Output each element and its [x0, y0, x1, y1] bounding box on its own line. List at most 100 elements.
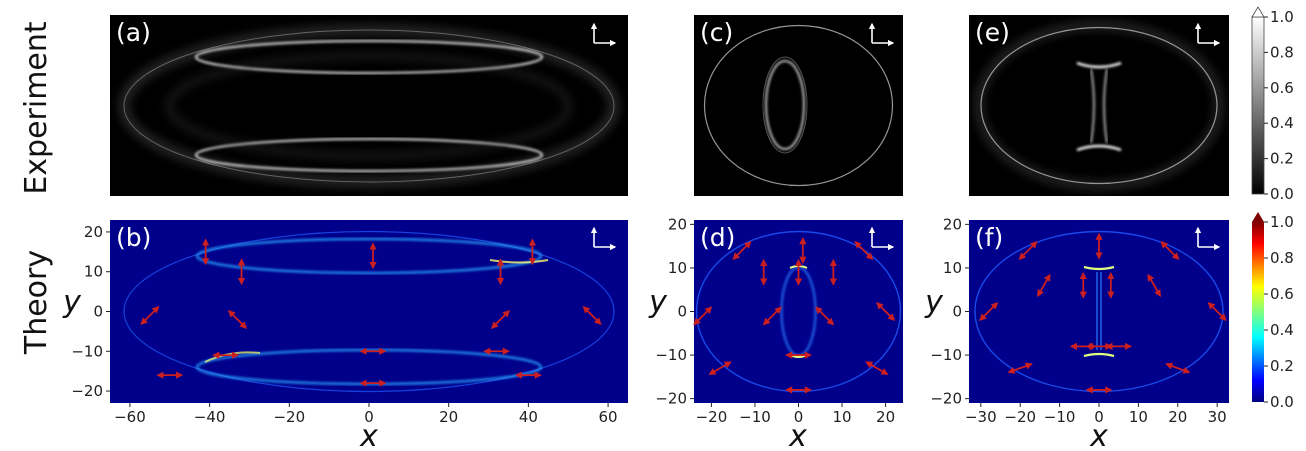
x-tick-label: −60 [114, 408, 146, 426]
y-tick-label: 20 [84, 223, 103, 241]
y-tick-label: −10 [930, 346, 962, 364]
x-tick-label: 0 [794, 408, 804, 426]
panel-c: (c) [694, 15, 903, 196]
polarization-arrow [140, 305, 160, 325]
x-tick-label: −30 [965, 408, 997, 426]
y-tick-label: 10 [84, 263, 103, 281]
y-axis-label: y [924, 285, 944, 320]
polarization-arrow [1165, 362, 1191, 374]
polarization-arrow [490, 309, 510, 329]
y-tick-label: 0 [93, 303, 103, 321]
y-tick-label: 20 [668, 215, 687, 233]
panel-c-image [703, 24, 894, 187]
polarization-arrow [762, 306, 782, 326]
polarization-arrow [732, 240, 752, 261]
colorbar-tick-label: 1.0 [1270, 8, 1294, 26]
x-tick-label: 20 [439, 408, 458, 426]
polarization-arrows [979, 232, 1227, 394]
polarization-arrow [1147, 273, 1161, 297]
polarization-arrow [582, 305, 602, 325]
colorbar-tick-label: 0.2 [1270, 150, 1294, 168]
x-tick-label: 20 [1168, 408, 1187, 426]
polarization-arrow [693, 306, 713, 326]
axes-indicator-icon [590, 22, 617, 47]
polarization-arrow [876, 301, 896, 322]
x-tick-label: 30 [1208, 408, 1227, 426]
panel-letter-c: (c) [700, 18, 733, 47]
x-tick-label: 20 [876, 408, 895, 426]
x-tick-label: 10 [832, 408, 851, 426]
polarization-arrow [1037, 273, 1051, 297]
colorbar-tick-label: 0.6 [1270, 285, 1294, 303]
colorbar-tick-label: 0.4 [1270, 321, 1294, 339]
panel-e: (e) [969, 15, 1229, 196]
y-tick-label: −20 [655, 390, 687, 408]
polarization-arrow [228, 309, 248, 329]
x-tick-label: −10 [1044, 408, 1076, 426]
polarization-arrow [1160, 240, 1180, 261]
x-tick-label: 60 [599, 408, 618, 426]
polarization-arrows [140, 238, 602, 387]
x-tick-label: −20 [273, 408, 305, 426]
y-axis-label: y [62, 285, 82, 320]
y-tick-label: −10 [655, 346, 687, 364]
polarization-arrow [979, 301, 999, 322]
colorbar-tick-label: 0.0 [1270, 185, 1294, 203]
x-tick-label: 0 [1094, 408, 1104, 426]
colorbar-tick-label: 0.4 [1270, 114, 1294, 132]
x-tick-label: 10 [1129, 408, 1148, 426]
polarization-arrow [1207, 301, 1227, 322]
y-tick-label: 0 [952, 303, 962, 321]
panel-letter-b: (b) [116, 223, 151, 252]
axes-indicator-icon [1194, 22, 1221, 47]
colorbar-experiment: 1.0 0.8 0.6 0.4 0.2 0.0 [1251, 6, 1294, 203]
polarization-arrow [854, 240, 874, 261]
colorbar-tick-label: 0.0 [1270, 393, 1294, 411]
colorbar-tick-label: 0.6 [1270, 79, 1294, 97]
y-tick-label: 10 [668, 259, 687, 277]
colorbar-tick-label: 1.0 [1270, 213, 1294, 231]
x-axis-label: x [359, 419, 378, 451]
polarization-arrow [1007, 362, 1033, 374]
y-tick-label: −10 [71, 342, 103, 360]
row-label-experiment: Experiment [19, 21, 54, 195]
y-tick-label: −20 [930, 390, 962, 408]
x-axis-label: x [1089, 419, 1108, 451]
axes-indicator-icon [868, 22, 895, 47]
colorbar-tick-label: 0.8 [1270, 43, 1294, 61]
panel-letter-e: (e) [975, 18, 1010, 47]
y-tick-label: −20 [71, 382, 103, 400]
polarization-arrows [693, 237, 896, 394]
colorbar-tick-label: 0.2 [1270, 357, 1294, 375]
x-tick-label: −20 [1004, 408, 1036, 426]
y-tick-label: 10 [943, 259, 962, 277]
colorbar-theory: 1.0 0.8 0.6 0.4 0.2 0.0 [1252, 212, 1294, 411]
polarization-arrow [865, 361, 889, 375]
x-tick-label: 40 [519, 408, 538, 426]
polarization-arrow [1018, 240, 1038, 261]
y-tick-label: 20 [943, 215, 962, 233]
panel-letter-d: (d) [700, 223, 735, 252]
polarization-arrow [708, 361, 732, 375]
panel-e-image [975, 21, 1223, 190]
row-label-theory: Theory [19, 250, 54, 355]
x-tick-label: −10 [739, 408, 771, 426]
y-axis-label: y [648, 285, 668, 320]
panel-letter-f: (f) [975, 223, 1003, 252]
panel-a-image [119, 25, 619, 187]
axes-indicator-icon [1194, 226, 1221, 251]
panel-letter-a: (a) [116, 18, 151, 47]
x-tick-label: 0 [364, 408, 374, 426]
polarization-arrow [815, 306, 835, 326]
x-tick-label: −20 [696, 408, 728, 426]
colorbar-tick-label: 0.8 [1270, 249, 1294, 267]
panel-b: (b) −60 −40 −20 0 20 40 60 −20 −10 0 10 20 x y [62, 220, 628, 451]
y-tick-label: 0 [677, 303, 687, 321]
panel-a: (a) [110, 15, 628, 196]
x-tick-label: −40 [194, 408, 226, 426]
x-axis-label: x [788, 419, 807, 451]
axes-indicator-icon [590, 226, 617, 251]
panel-d: (d) −20 −10 0 10 20 −20 −10 0 10 20 x y [648, 215, 903, 451]
